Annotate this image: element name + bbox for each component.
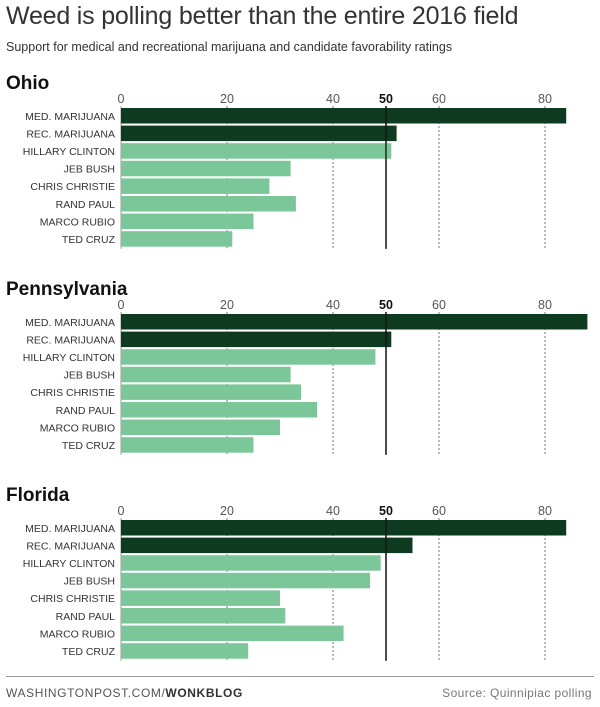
- category-label: MED. MARIJUANA: [25, 111, 115, 123]
- bar-hillary-clinton[interactable]: [121, 143, 392, 159]
- bar-chris-christie[interactable]: [121, 178, 270, 194]
- category-label: MARCO RUBIO: [40, 422, 115, 434]
- bar-med-marijuana[interactable]: [121, 108, 567, 124]
- panel-title: Ohio: [6, 73, 49, 94]
- tick-label: 40: [326, 298, 340, 312]
- category-label: RAND PAUL: [56, 199, 115, 211]
- tick-label: 60: [432, 298, 446, 312]
- tick-label: 20: [220, 92, 234, 106]
- chart-subtitle: Support for medical and recreational mar…: [6, 40, 453, 54]
- bar-rec-marijuana[interactable]: [121, 125, 397, 142]
- category-label: MED. MARIJUANA: [25, 317, 115, 329]
- category-label: MARCO RUBIO: [40, 628, 115, 640]
- category-label: JEB BUSH: [64, 576, 115, 588]
- category-label: MARCO RUBIO: [40, 216, 115, 228]
- category-label: TED CRUZ: [62, 646, 116, 658]
- tick-label: 20: [220, 504, 234, 518]
- bar-rand-paul[interactable]: [121, 608, 286, 624]
- footer-section: WONKBLOG: [165, 686, 243, 700]
- chart-title: Weed is polling better than the entire 2…: [6, 2, 519, 30]
- tick-label: 0: [118, 92, 125, 106]
- tick-label: 20: [220, 298, 234, 312]
- category-label: TED CRUZ: [62, 234, 116, 246]
- tick-label: 0: [118, 504, 125, 518]
- category-label: REC. MARIJUANA: [26, 334, 115, 346]
- category-label: HILLARY CLINTON: [23, 558, 115, 570]
- tick-label: 50: [379, 504, 393, 518]
- bar-med-marijuana[interactable]: [121, 520, 567, 536]
- category-label: CHRIS CHRISTIE: [30, 181, 115, 193]
- bar-rand-paul[interactable]: [121, 402, 318, 418]
- category-label: RAND PAUL: [56, 405, 115, 417]
- bar-med-marijuana[interactable]: [121, 314, 588, 330]
- bar-rec-marijuana[interactable]: [121, 331, 392, 348]
- category-label: HILLARY CLINTON: [23, 146, 115, 158]
- tick-label: 50: [379, 92, 393, 106]
- bar-jeb-bush[interactable]: [121, 160, 291, 177]
- category-label: REC. MARIJUANA: [26, 540, 115, 552]
- category-label: REC. MARIJUANA: [26, 128, 115, 140]
- category-label: MED. MARIJUANA: [25, 523, 115, 535]
- bar-jeb-bush[interactable]: [121, 572, 371, 589]
- tick-label: 80: [538, 504, 552, 518]
- bar-rec-marijuana[interactable]: [121, 537, 413, 554]
- category-label: CHRIS CHRISTIE: [30, 387, 115, 399]
- tick-label: 40: [326, 92, 340, 106]
- bar-rand-paul[interactable]: [121, 196, 296, 212]
- bar-ted-cruz[interactable]: [121, 231, 233, 247]
- tick-label: 80: [538, 298, 552, 312]
- tick-label: 40: [326, 504, 340, 518]
- category-label: JEB BUSH: [64, 164, 115, 176]
- bar-marco-rubio[interactable]: [121, 419, 280, 436]
- footer-divider: [6, 676, 594, 677]
- bar-hillary-clinton[interactable]: [121, 349, 376, 365]
- chart-panel-ohio: Ohio 0 20 40 50 60 80 MED. MARIJUANA REC. MARIJU…: [6, 73, 567, 249]
- bar-hillary-clinton[interactable]: [121, 555, 381, 571]
- category-label: TED CRUZ: [62, 440, 116, 452]
- bar-ted-cruz[interactable]: [121, 437, 254, 453]
- panel-title: Florida: [6, 485, 70, 506]
- tick-label: 0: [118, 298, 125, 312]
- charts-area: Ohio 0 20 40 50 60 80 MED. MARIJUANA REC. MARIJU…: [6, 73, 588, 661]
- bar-jeb-bush[interactable]: [121, 366, 291, 383]
- category-label: HILLARY CLINTON: [23, 352, 115, 364]
- footer-source: Source: Quinnipiac polling: [442, 686, 592, 700]
- footer-credit[interactable]: WASHINGTONPOST.COM/WONKBLOG: [6, 686, 243, 700]
- bar-marco-rubio[interactable]: [121, 213, 254, 230]
- bar-chris-christie[interactable]: [121, 590, 280, 606]
- category-label: RAND PAUL: [56, 611, 115, 623]
- chart-panel-florida: Florida 0 20 40 50 60 80 MED. MARIJUANA REC. MAR…: [6, 485, 567, 661]
- category-label: JEB BUSH: [64, 370, 115, 382]
- bar-ted-cruz[interactable]: [121, 643, 249, 659]
- tick-label: 80: [538, 92, 552, 106]
- category-label: CHRIS CHRISTIE: [30, 593, 115, 605]
- tick-label: 50: [379, 298, 393, 312]
- bar-chris-christie[interactable]: [121, 384, 302, 400]
- tick-label: 60: [432, 504, 446, 518]
- panel-title: Pennsylvania: [6, 279, 128, 300]
- tick-label: 60: [432, 92, 446, 106]
- footer-site: WASHINGTONPOST.COM/: [6, 686, 166, 700]
- bar-marco-rubio[interactable]: [121, 625, 344, 642]
